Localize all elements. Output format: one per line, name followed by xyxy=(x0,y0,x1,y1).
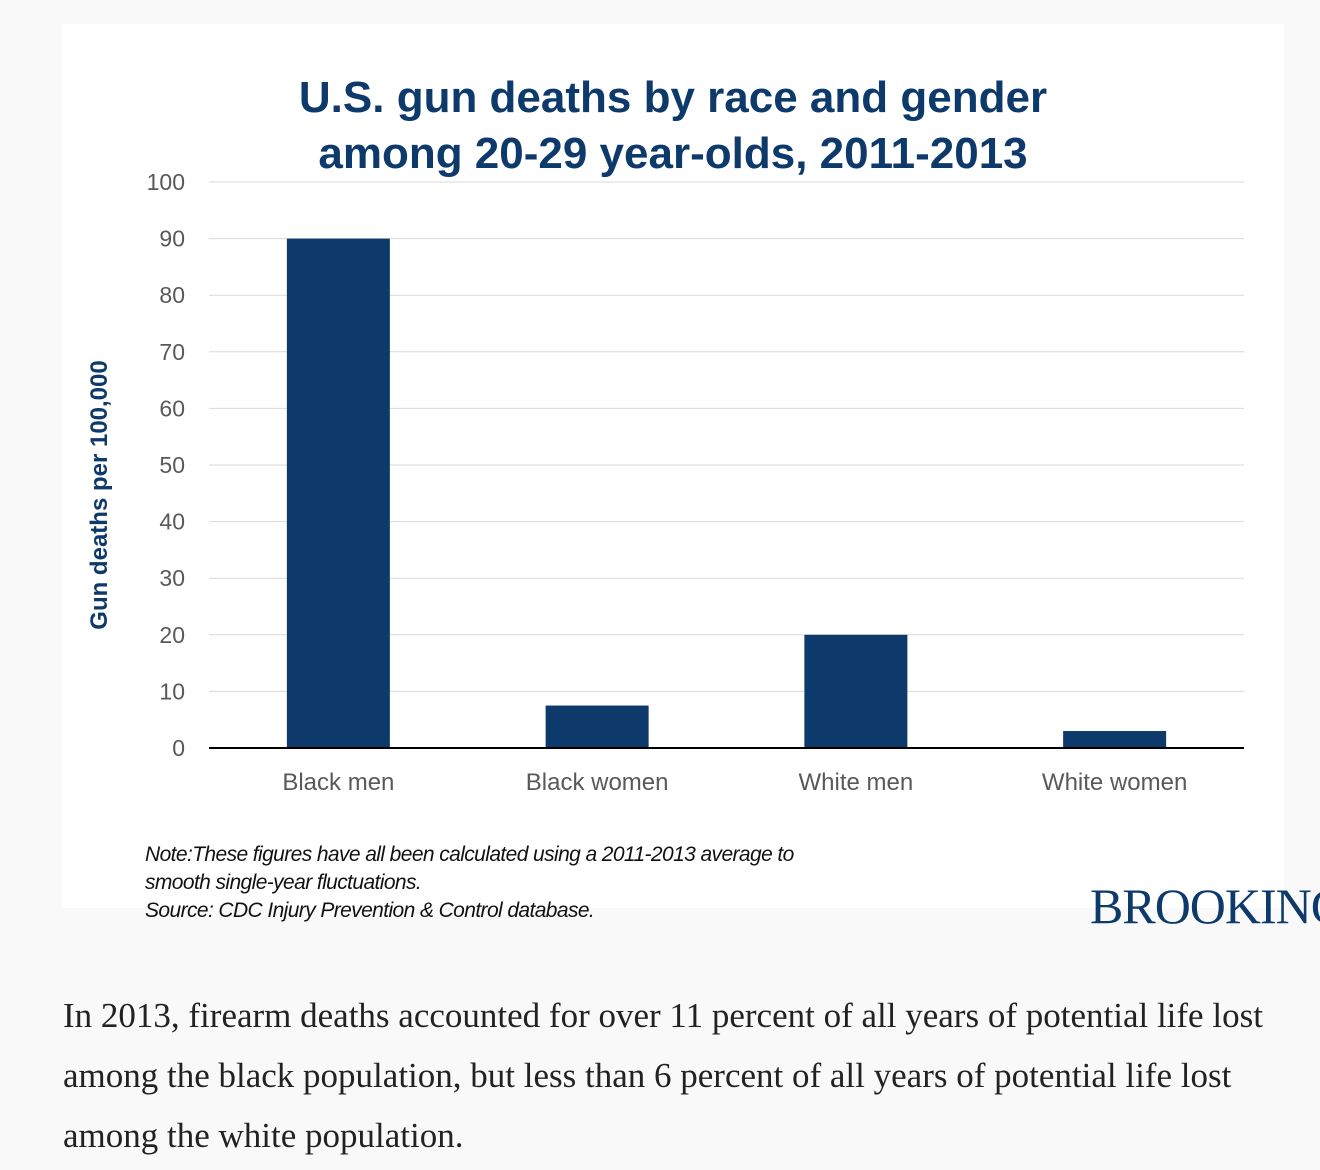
y-tick-label-50: 50 xyxy=(159,452,185,478)
y-tick-label-80: 80 xyxy=(159,282,185,308)
bar-black-women xyxy=(545,705,649,748)
note-line-1: Note:These figures have all been calcula… xyxy=(145,843,794,866)
x-tick-label-black-men: Black men xyxy=(282,769,394,796)
bar-black-men xyxy=(286,238,390,748)
x-tick-label-white-men: White men xyxy=(799,769,914,796)
y-axis-title: Gun deaths per 100,000 xyxy=(86,360,113,629)
chart-figure: U.S. gun deaths by race and gender among… xyxy=(62,24,1320,934)
bar-white-men xyxy=(804,634,908,748)
source-line: Source: CDC Injury Prevention & Control … xyxy=(145,899,595,922)
y-tick-label-60: 60 xyxy=(159,395,185,421)
tick-labels: 0 10 20 30 40 50 60 70 80 90 100 Black men Black wom… xyxy=(147,169,1188,796)
y-tick-label-100: 100 xyxy=(147,169,185,195)
y-tick-label-40: 40 xyxy=(159,509,185,535)
note-line-2: smooth single-year fluctuations. xyxy=(145,871,422,894)
y-tick-label-20: 20 xyxy=(159,622,185,648)
bars xyxy=(286,238,1167,748)
y-tick-label-70: 70 xyxy=(159,339,185,365)
chart-note: Note:These figures have all been calcula… xyxy=(145,841,794,925)
chart-title-line-1: U.S. gun deaths by race and gender xyxy=(298,73,1048,122)
chart-title-line-2: among 20-29 year-olds, 2011-2013 xyxy=(318,129,1028,178)
bar-white-women xyxy=(1063,731,1167,748)
y-tick-label-30: 30 xyxy=(159,565,185,591)
bar-chart: 0 10 20 30 40 50 60 70 80 90 100 Black men Black wom… xyxy=(86,169,1244,796)
chart-title: U.S. gun deaths by race and gender among… xyxy=(62,70,1284,182)
x-tick-label-black-women: Black women xyxy=(526,769,669,796)
x-tick-label-white-women: White women xyxy=(1042,769,1187,796)
brookings-logo: BROOKINGS xyxy=(1090,878,1320,934)
article-paragraph: In 2013, firearm deaths accounted for ov… xyxy=(63,996,1263,1155)
y-tick-label-90: 90 xyxy=(159,226,185,252)
y-tick-label-10: 10 xyxy=(159,678,185,704)
y-tick-label-0: 0 xyxy=(172,735,185,761)
